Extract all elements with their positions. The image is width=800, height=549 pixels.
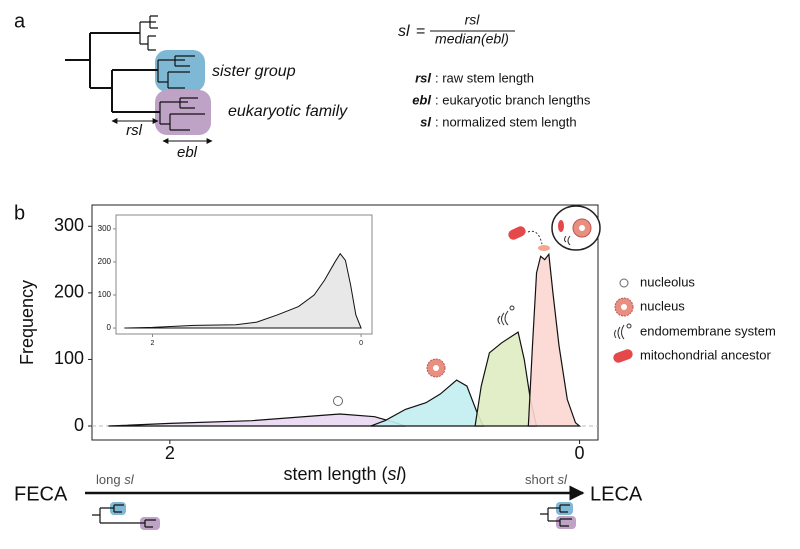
density-area: [124, 252, 362, 329]
inset-y-tick-label: 200: [98, 257, 112, 266]
family-box: [155, 90, 211, 135]
icons: [333, 205, 601, 406]
formula-numerator: rsl: [465, 12, 481, 28]
cell-mito: [558, 220, 564, 232]
inset-x-tick-label: 2: [151, 340, 155, 347]
inset-y-tick-label: 0: [107, 323, 112, 332]
formula-denominator: median(ebl): [435, 31, 509, 47]
panel-label: b: [14, 202, 25, 224]
definition-text: : normalized stem length: [435, 114, 577, 129]
definition-text: : eukaryotic branch lengths: [435, 92, 591, 107]
short-sl-label: short sl: [525, 472, 568, 487]
legend-icon: [619, 278, 629, 288]
x-tick-label: 2: [165, 443, 175, 463]
y-tick-label: 100: [54, 348, 84, 368]
legend-icon: [613, 349, 633, 363]
label-part: stem length (: [283, 464, 387, 484]
cell-nucleolus: [579, 225, 585, 231]
inset-x-tick-label: 0: [359, 340, 363, 347]
formula: sl = rsl median(ebl): [398, 12, 515, 47]
legend-label: mitochondrial ancestor: [640, 347, 771, 362]
sister-label: sister group: [212, 63, 296, 80]
label-part: long: [96, 472, 124, 487]
legend-icon: [614, 324, 625, 340]
y-axis-label: Frequency: [17, 280, 37, 365]
feca-label: FECA: [14, 483, 68, 505]
inset-y-tick-label: 300: [98, 224, 112, 233]
nucleolus-icon: [333, 396, 343, 406]
definition-term: ebl: [412, 92, 431, 107]
definition-term: rsl: [415, 70, 431, 85]
mini-tree-left: [92, 502, 160, 530]
inset: 0 100 200 300 2 0: [98, 214, 373, 347]
x-tick-label: 0: [575, 443, 585, 463]
long-sl-label: long sl: [96, 472, 135, 487]
label-part: sl: [558, 472, 569, 487]
nucleus-icon-core: [433, 365, 439, 371]
label-part: sl: [124, 472, 135, 487]
rsl-label: rsl: [126, 122, 142, 139]
panel-label: a: [14, 10, 26, 32]
family-label: eukaryotic family: [228, 103, 348, 120]
legend-label: endomembrane system: [640, 323, 776, 338]
endomembrane-icon: [497, 310, 509, 326]
vesicle-icon: [509, 305, 515, 311]
engulf-path: [527, 230, 543, 245]
definition-term: sl: [420, 114, 431, 129]
definition-text: : raw stem length: [435, 70, 534, 85]
label-part: sl: [388, 464, 402, 484]
definitions: rsl : raw stem length ebl : eukaryotic bran…: [412, 70, 591, 129]
legend-label: nucleolus: [640, 274, 695, 289]
mito-icon: [508, 226, 526, 240]
label-part: ): [401, 464, 407, 484]
y-tick-label: 200: [54, 282, 84, 302]
cell-er: [564, 235, 571, 246]
y-tick-label: 0: [74, 415, 84, 435]
legend-icon: [626, 323, 632, 329]
legend-icon: [621, 304, 627, 310]
legend-label: nucleus: [640, 298, 685, 313]
mini-tree-right: [540, 502, 576, 529]
ebl-label: ebl: [177, 144, 198, 161]
tree: [65, 15, 213, 144]
label-part: short: [525, 472, 558, 487]
mito-small: [538, 245, 550, 251]
leca-label: LECA: [590, 483, 643, 505]
density-area: [527, 252, 582, 427]
formula-lhs: sl: [398, 23, 410, 40]
inset-y-tick-label: 100: [98, 290, 112, 299]
formula-eq: =: [416, 23, 425, 40]
y-tick-label: 300: [54, 215, 84, 235]
x-axis-label: stem length (sl): [283, 464, 406, 484]
